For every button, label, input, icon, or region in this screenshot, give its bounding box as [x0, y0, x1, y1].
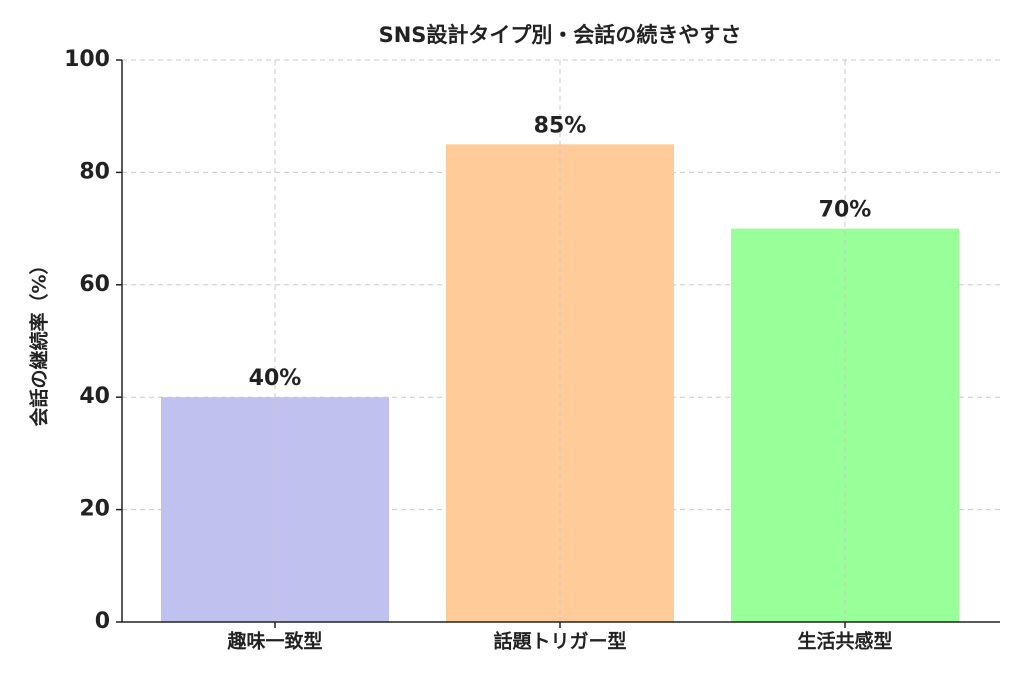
y-tick-label: 80 — [79, 159, 110, 184]
x-tick-label: 生活共感型 — [797, 630, 892, 653]
value-label: 85% — [534, 113, 587, 138]
x-tick-label: 趣味一致型 — [226, 630, 322, 653]
y-tick-label: 20 — [79, 497, 110, 522]
y-tick-label: 60 — [79, 272, 110, 297]
value-label: 40% — [249, 366, 302, 391]
x-tick-label: 話題トリガー型 — [493, 630, 626, 653]
value-label: 70% — [819, 198, 872, 223]
chart-title: SNS設計タイプ別・会話の続きやすさ — [379, 23, 742, 47]
y-tick-label: 100 — [64, 47, 110, 72]
y-axis-label: 会話の継続率（%） — [28, 255, 51, 426]
y-tick-label: 0 — [95, 609, 110, 634]
y-tick-label: 40 — [79, 384, 110, 409]
